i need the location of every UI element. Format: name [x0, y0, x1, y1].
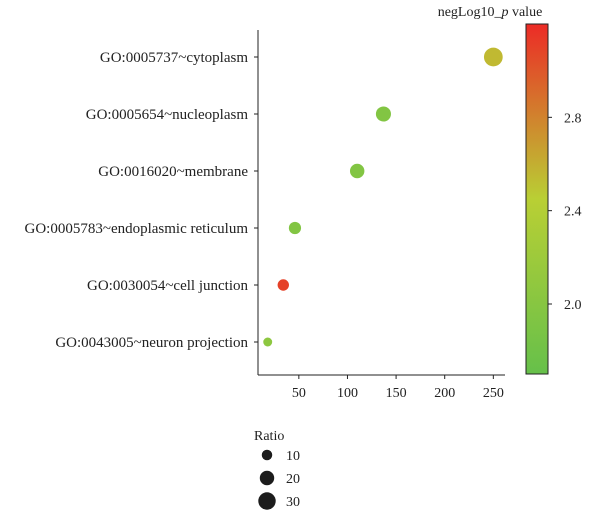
size-legend: Ratio 10 20 30: [254, 429, 300, 510]
size-legend-label: 10: [286, 449, 300, 464]
y-category-label: GO:0016020~membrane: [98, 164, 248, 180]
y-category-label: GO:0043005~neuron projection: [55, 335, 248, 351]
data-point: [277, 279, 289, 291]
color-tick-label: 2.0: [564, 298, 582, 313]
x-tick-label: 100: [337, 386, 358, 401]
size-legend-label: 30: [286, 495, 300, 510]
y-category-label: GO:0005783~endoplasmic reticulum: [25, 221, 249, 237]
data-point: [483, 47, 503, 67]
color-bar: [525, 23, 549, 375]
data-point: [288, 221, 302, 235]
y-category-label: GO:0005654~nucleoplasm: [86, 107, 249, 123]
color-tick-label: 2.4: [564, 205, 582, 220]
data-point: [263, 337, 273, 347]
size-legend-dot: [261, 449, 273, 461]
size-legend-title: Ratio: [254, 429, 284, 444]
size-legend-dot: [258, 492, 276, 510]
size-legend-dot: [259, 470, 275, 486]
data-point: [349, 163, 365, 179]
data-point: [375, 106, 391, 122]
y-category-label: GO:0030054~cell junction: [87, 278, 249, 294]
x-tick-label: 250: [483, 386, 504, 401]
color-legend-title: negLog10_p value: [438, 5, 543, 20]
color-legend: negLog10_p value 2.0 2.4 2.8: [438, 5, 582, 375]
y-category-label: GO:0005737~cytoplasm: [100, 50, 248, 66]
x-tick-label: 50: [292, 386, 306, 401]
x-tick-label: 150: [386, 386, 407, 401]
x-tick-label: 200: [434, 386, 455, 401]
color-tick-label: 2.8: [564, 111, 582, 126]
size-legend-label: 20: [286, 472, 300, 487]
